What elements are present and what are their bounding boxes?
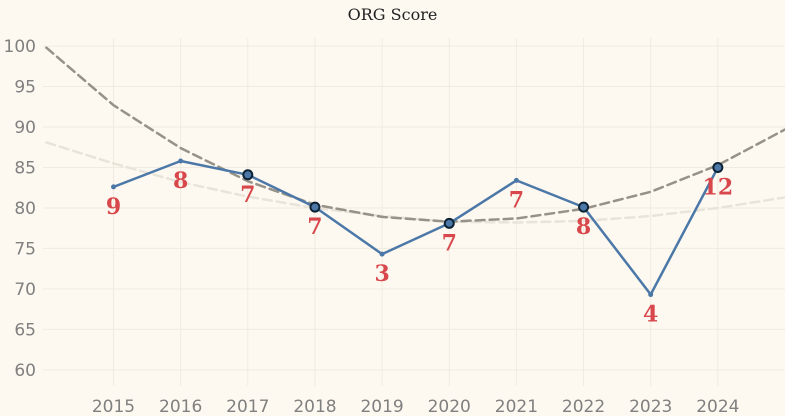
highlighted-data-point — [443, 217, 455, 229]
data-point — [648, 292, 654, 298]
highlighted-data-point — [712, 161, 724, 173]
y-tick-label: 100 — [4, 37, 36, 57]
chart-title: ORG Score — [347, 5, 438, 24]
y-tick-label: 80 — [14, 199, 36, 219]
data-label: 7 — [442, 230, 457, 256]
highlighted-data-point — [242, 169, 254, 181]
x-tick-label: 2023 — [629, 397, 672, 416]
data-label: 7 — [307, 214, 322, 240]
x-tick-label: 2019 — [360, 397, 403, 416]
x-tick-label: 2018 — [293, 397, 336, 416]
y-tick-label: 75 — [14, 239, 36, 259]
x-tick-label: 2016 — [159, 397, 202, 416]
data-label: 3 — [374, 261, 389, 287]
data-label: 7 — [240, 182, 255, 208]
data-point — [379, 251, 385, 257]
x-tick-label: 2020 — [428, 397, 471, 416]
data-label: 8 — [576, 214, 591, 240]
data-label: 9 — [106, 194, 121, 220]
y-tick-label: 65 — [14, 320, 36, 340]
trend-line — [45, 46, 785, 223]
x-tick-label: 2021 — [495, 397, 538, 416]
highlighted-data-point — [578, 201, 590, 213]
y-tick-label: 60 — [14, 361, 36, 381]
x-tick-label: 2024 — [696, 397, 739, 416]
data-point — [111, 184, 117, 190]
highlighted-data-point — [309, 201, 321, 213]
data-label: 8 — [173, 168, 188, 194]
data-label: 12 — [703, 174, 734, 200]
data-point — [513, 177, 519, 183]
data-label: 7 — [509, 187, 524, 213]
x-tick-label: 2017 — [226, 397, 269, 416]
y-tick-label: 90 — [14, 118, 36, 138]
series-line — [113, 159, 720, 296]
data-label: 4 — [643, 302, 658, 328]
y-tick-label: 85 — [14, 158, 36, 178]
data-point — [178, 158, 184, 164]
y-tick-label: 70 — [14, 280, 36, 300]
x-tick-label: 2022 — [562, 397, 605, 416]
y-tick-label: 95 — [14, 78, 36, 98]
x-tick-label: 2015 — [92, 397, 135, 416]
